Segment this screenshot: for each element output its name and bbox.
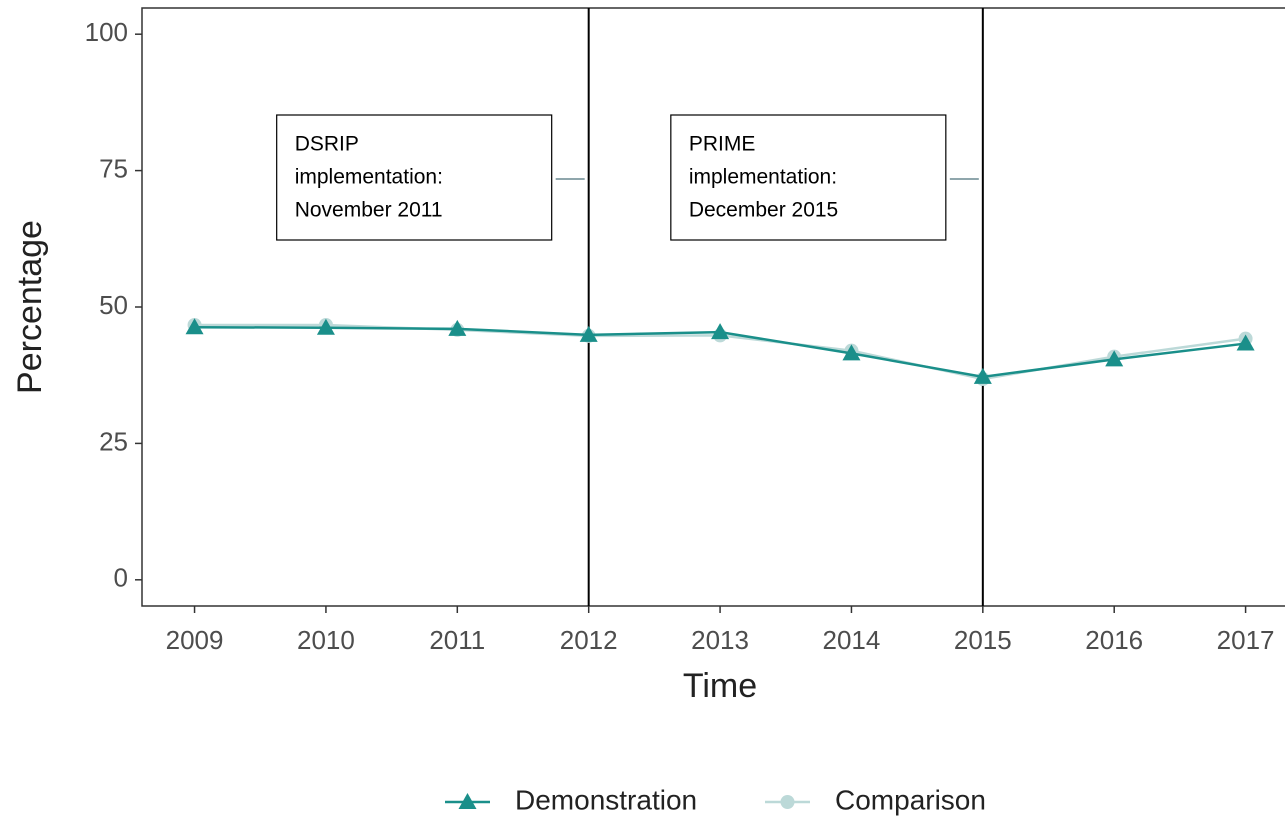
- y-tick-label: 75: [99, 153, 128, 183]
- x-axis-title: Time: [683, 667, 757, 705]
- y-tick-label: 25: [99, 426, 128, 456]
- marker-triangle: [1105, 350, 1124, 367]
- plot-panel: [141, 7, 1285, 607]
- x-tick-label: 2017: [1217, 625, 1275, 655]
- x-tick-label: 2009: [166, 625, 224, 655]
- y-axis-title: Percentage: [11, 220, 49, 394]
- annotation-text: November 2011: [295, 199, 443, 222]
- legend-label: Demonstration: [515, 784, 697, 815]
- annotation-text: implementation:: [295, 166, 443, 189]
- marker-triangle: [448, 319, 467, 336]
- marker-circle: [780, 795, 795, 809]
- annotation-box: [276, 114, 553, 241]
- annotation-text: implementation:: [689, 166, 837, 189]
- marker-triangle: [842, 344, 861, 361]
- x-tick-label: 2010: [297, 625, 355, 655]
- marker-triangle: [579, 325, 598, 342]
- y-tick-label: 0: [114, 563, 128, 593]
- annotation-text: DSRIP: [295, 133, 359, 156]
- x-tick-label: 2014: [823, 625, 881, 655]
- marker-triangle: [1236, 334, 1255, 351]
- x-tick-label: 2011: [429, 625, 485, 655]
- x-tick-label: 2016: [1085, 625, 1143, 655]
- marker-triangle: [711, 323, 730, 340]
- marker-triangle: [973, 367, 992, 384]
- marker-triangle: [458, 793, 477, 809]
- annotation-box: [670, 114, 947, 241]
- x-tick-label: 2015: [954, 625, 1012, 655]
- x-tick-label: 2013: [691, 625, 749, 655]
- marker-triangle: [316, 318, 335, 335]
- annotation-text: PRIME: [689, 133, 756, 156]
- x-tick-label: 2012: [560, 625, 618, 655]
- series-group: [185, 318, 1255, 384]
- y-tick-label: 100: [85, 17, 128, 47]
- legend-label: Comparison: [835, 784, 986, 815]
- marker-triangle: [185, 318, 204, 335]
- annotation-text: December 2015: [689, 199, 838, 222]
- y-tick-label: 50: [99, 290, 128, 320]
